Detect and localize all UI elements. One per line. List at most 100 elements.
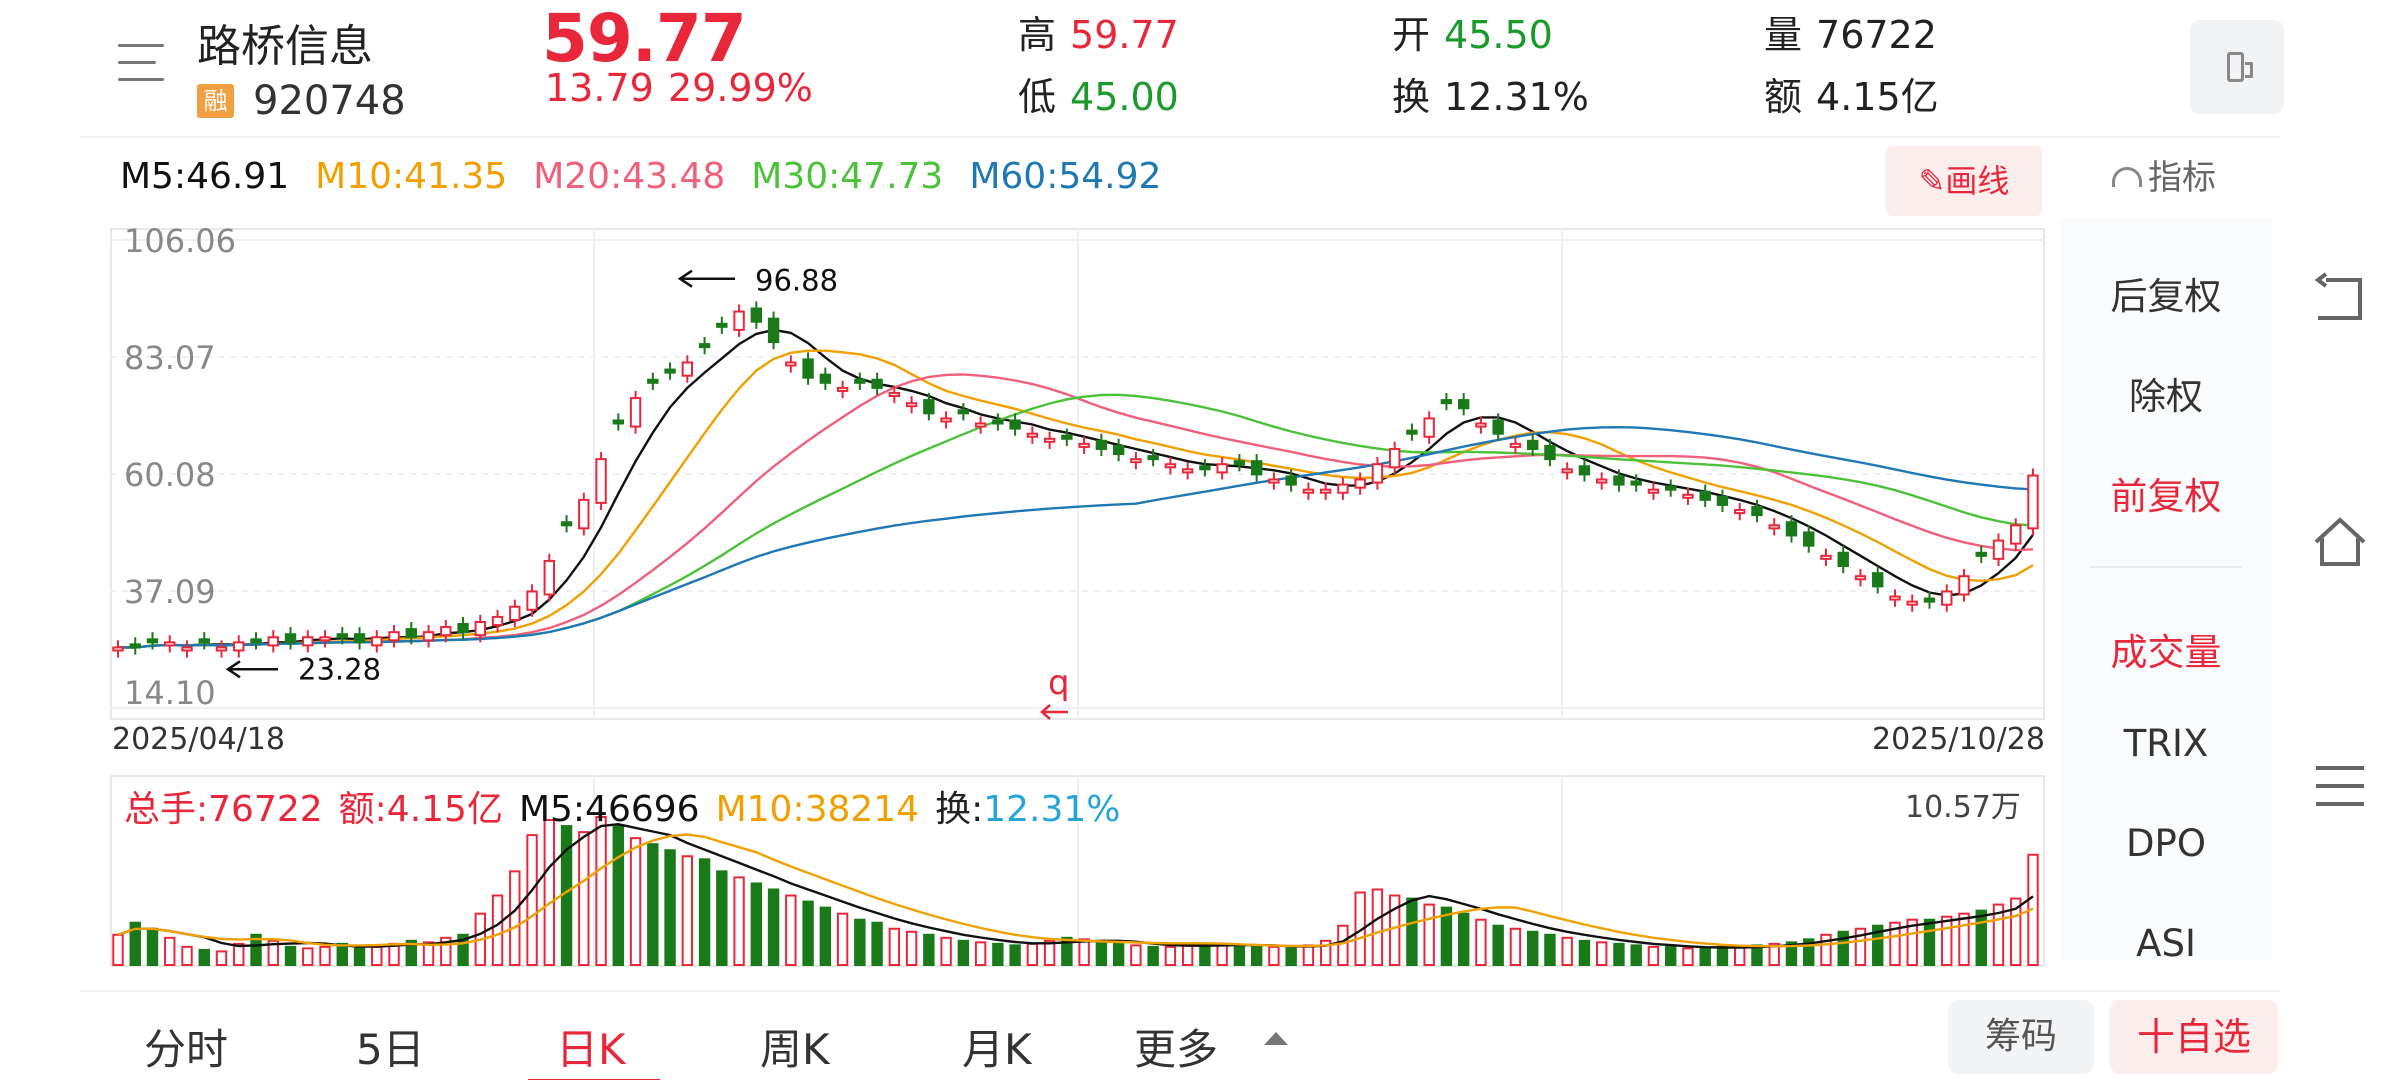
candle-body	[1975, 551, 1987, 557]
price-change-pct: 29.99%	[668, 66, 813, 110]
add-favorite-button[interactable]: 十自选	[2110, 1000, 2278, 1074]
volume-bar	[1130, 944, 1142, 966]
volume-bar	[336, 942, 348, 967]
volume-bar	[319, 945, 331, 966]
candle-body	[353, 633, 366, 644]
chip-distribution-button[interactable]: 筹码	[1948, 1000, 2094, 1074]
candle-body	[2027, 474, 2039, 530]
volume-bar	[1250, 945, 1263, 966]
volume-bar	[267, 939, 279, 966]
candle-body	[2010, 524, 2022, 545]
volume-bar	[405, 939, 417, 966]
indicator-button[interactable]: 指标	[2112, 150, 2216, 199]
volume-turnover-label: 换:	[935, 789, 984, 830]
candle-body	[595, 458, 607, 504]
side-item-asi[interactable]: ASI	[2136, 922, 2196, 960]
volume-bar	[284, 945, 297, 966]
candle-body	[1923, 597, 1936, 603]
volume-bar	[1854, 927, 1867, 966]
recents-icon[interactable]	[2310, 756, 2370, 816]
candle-body	[1492, 419, 1504, 435]
kline-chart[interactable]: 106.06 83.07 60.08 37.09 14.10 96.88 23.28 q	[110, 228, 2045, 720]
pencil-icon: ✎	[1918, 162, 1946, 200]
volume-bar	[302, 947, 314, 967]
phone-landscape-icon[interactable]	[2190, 20, 2284, 114]
tab-daily-k[interactable]: 日K	[556, 1025, 626, 1074]
volume-bar	[802, 900, 814, 966]
ma60-label: M60:54.92	[969, 156, 1162, 197]
volume-bar	[612, 825, 625, 967]
volume-bar	[716, 870, 728, 966]
volume-bar	[1837, 930, 1849, 967]
stock-code: 920748	[253, 78, 406, 124]
candle-body	[1561, 468, 1573, 474]
volume-bar	[1268, 945, 1280, 966]
draw-line-button[interactable]: ✎画线	[1886, 146, 2042, 216]
candle-body	[543, 559, 556, 596]
volume-bar	[767, 888, 780, 966]
volume-bar	[647, 843, 659, 966]
volume-ma5-line	[117, 822, 2034, 949]
tab-intraday[interactable]: 分时	[144, 1025, 229, 1074]
side-item-trix[interactable]: TRIX	[2123, 722, 2209, 765]
tab-monthly-k[interactable]: 月K	[962, 1025, 1032, 1074]
current-price: 59.77	[542, 0, 747, 77]
menu-icon[interactable]	[118, 40, 170, 86]
volume-bar	[198, 948, 210, 967]
candle-body	[181, 646, 193, 652]
side-item-pre-adjusted[interactable]: 前复权	[2110, 475, 2222, 518]
volume-bar	[1509, 927, 1522, 966]
volume-bar	[871, 921, 883, 966]
tab-weekly-k[interactable]: 周K	[760, 1025, 830, 1074]
candle-body	[1716, 495, 1729, 506]
volume-bar	[1699, 947, 1711, 967]
volume-bar	[1492, 924, 1504, 966]
volume-ma10-line	[117, 833, 2034, 948]
candle-body	[698, 343, 711, 349]
volume-bar	[1457, 912, 1470, 966]
candle-body	[1095, 439, 1108, 450]
volume-legend: 总手:76722 额:4.15亿 M5:46696 M10:38214 换:12.31%	[124, 780, 1137, 832]
candle-body	[1803, 531, 1815, 547]
volume-bar	[1147, 945, 1159, 966]
candle-body	[1061, 434, 1073, 440]
candle-body	[1682, 493, 1694, 499]
home-icon[interactable]	[2310, 512, 2370, 572]
candle-body	[1147, 455, 1159, 461]
candle-body	[302, 636, 314, 647]
candle-body	[371, 636, 383, 647]
ma-line-m5	[118, 328, 2034, 649]
triangle-up-icon[interactable]	[1264, 1032, 1288, 1045]
volume-bar	[1734, 945, 1746, 966]
quote-open: 开 45.50	[1392, 13, 1553, 57]
candle-body	[750, 307, 763, 323]
header-divider	[80, 136, 2280, 138]
candle-body	[681, 361, 694, 377]
quote-turnover-value: 12.31%	[1444, 75, 1589, 119]
volume-bar	[2010, 897, 2022, 966]
volume-bar	[422, 941, 435, 966]
candle-body	[1526, 439, 1539, 450]
volume-chart[interactable]	[110, 775, 2045, 967]
side-item-post-adjusted[interactable]: 后复权	[2110, 275, 2222, 318]
candle-body	[164, 641, 176, 647]
candle-body	[250, 638, 262, 644]
side-item-dpo[interactable]: DPO	[2126, 822, 2206, 865]
volume-bar	[1181, 944, 1194, 966]
tab-5day[interactable]: 5日	[356, 1025, 425, 1074]
candle-body	[560, 521, 573, 527]
side-item-ex-rights[interactable]: 除权	[2129, 375, 2203, 418]
volume-bar	[1785, 941, 1798, 966]
candle-body	[1475, 422, 1487, 428]
quote-volume: 量 76722	[1764, 13, 1937, 57]
candle-body	[1302, 488, 1315, 494]
ma-line-m10	[118, 349, 2034, 649]
volume-bar	[750, 882, 763, 966]
back-icon[interactable]	[2310, 270, 2370, 330]
candle-body	[1509, 442, 1522, 448]
candle-body	[802, 358, 814, 379]
side-item-volume[interactable]: 成交量	[2110, 631, 2222, 674]
candle-body	[1354, 478, 1366, 489]
volume-m5: M5:46696	[518, 789, 700, 830]
tab-more[interactable]: 更多	[1134, 1025, 1219, 1074]
